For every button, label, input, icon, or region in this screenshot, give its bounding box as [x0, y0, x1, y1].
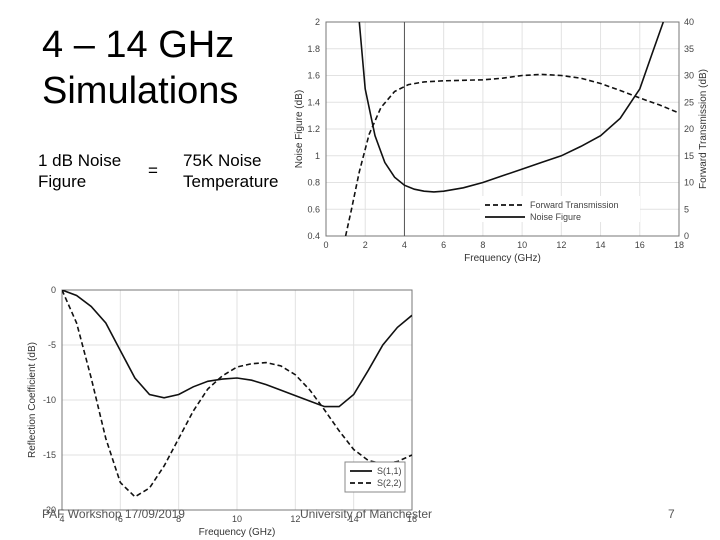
nf-legend-label: Noise Figure — [530, 212, 581, 222]
nf-y-tick-label: 0.6 — [307, 204, 320, 214]
rc-x-tick-label: 10 — [232, 514, 242, 524]
nf-y2-tick-label: 35 — [684, 44, 694, 54]
slide-title: 4 – 14 GHz Simulations — [42, 22, 292, 114]
rc-x-tick-label: 14 — [349, 514, 359, 524]
rc-legend-label: S(2,2) — [377, 478, 402, 488]
equivalence-left-line1: 1 dB Noise — [38, 151, 122, 170]
rc-x-tick-label: 6 — [118, 514, 123, 524]
rc-series-s-1-1- — [62, 290, 412, 408]
nf-x-tick-label: 8 — [480, 240, 485, 250]
equivalence-left: 1 dB Noise Figure — [38, 150, 148, 192]
nf-x-tick-label: 6 — [441, 240, 446, 250]
rc-plot-border — [61, 289, 413, 511]
nf-x-tick-label: 4 — [402, 240, 407, 250]
rc-legend-label: S(1,1) — [377, 466, 402, 476]
nf-chart: 0 2 4 6 8 10 12 14 16 180.40.60.811.21.41.61.8205… — [294, 17, 709, 264]
equivalence-left-line2: Figure — [38, 172, 87, 191]
rc-y-tick-label: -15 — [43, 450, 56, 460]
slide-title-line1: 4 – 14 GHz — [42, 24, 235, 66]
nf-y2-tick-label: 20 — [684, 124, 694, 134]
rc-chart: 4 6 8 10 12 14 16 0 -5 -10 -15 -20 Frequency (GHz) Re… — [27, 285, 417, 538]
nf-y-tick-label: 2 — [315, 17, 320, 27]
nf-x-tick-label: 12 — [556, 240, 566, 250]
nf-y2-tick-label: 30 — [684, 71, 694, 81]
rc-x-axis-label: Frequency (GHz) — [199, 527, 276, 538]
rc-legend — [344, 461, 406, 493]
nf-legend-label: Forward Transmission — [530, 200, 619, 210]
nf-y-tick-label: 1 — [315, 151, 320, 161]
nf-y2-tick-label: 0 — [684, 231, 689, 241]
rc-series-s-2-2- — [62, 290, 412, 498]
nf-y-tick-label: 1.2 — [307, 124, 320, 134]
nf-y2-tick-label: 5 — [684, 204, 689, 214]
nf-y-tick-label: 1.6 — [307, 71, 320, 81]
nf-x-tick-label: 10 — [517, 240, 527, 250]
nf-y-axis-label: Noise Figure (dB) — [294, 90, 305, 168]
rc-y-tick-label: -5 — [48, 340, 56, 350]
rc-x-tick-label: 12 — [290, 514, 300, 524]
nf-x-axis-label: Frequency (GHz) — [464, 253, 541, 264]
equivalence-sign: = — [148, 161, 158, 180]
rc-y-tick-label: -20 — [43, 505, 56, 515]
nf-y2-axis-label: Forward Transmission (dB) — [698, 69, 709, 189]
nf-x-tick-label: 18 — [674, 240, 684, 250]
rc-y-tick-label: 0 — [51, 285, 56, 295]
nf-plot-border — [325, 21, 680, 237]
equivalence-right: 75K Noise Temperature — [183, 150, 303, 192]
rc-x-tick-label: 8 — [176, 514, 181, 524]
footer-workshop: PAF Workshop 17/09/2019 — [42, 507, 185, 521]
rc-y-tick-label: -10 — [43, 395, 56, 405]
nf-y2-tick-label: 40 — [684, 17, 694, 27]
nf-series-noise-figure — [358, 22, 665, 193]
slide-title-line2: Simulations — [42, 70, 239, 112]
nf-y-tick-label: 0.4 — [307, 231, 320, 241]
nf-x-tick-label: 16 — [635, 240, 645, 250]
nf-y2-tick-label: 10 — [684, 178, 694, 188]
nf-y2-tick-label: 25 — [684, 97, 694, 107]
nf-x-tick-label: 0 — [323, 240, 328, 250]
nf-x-tick-label: 2 — [363, 240, 368, 250]
rc-x-tick-label: 16 — [407, 514, 417, 524]
page-number: 7 — [668, 507, 675, 521]
rc-x-tick-label: 4 — [59, 514, 64, 524]
nf-y2-tick-label: 15 — [684, 151, 694, 161]
nf-x-tick-label: 14 — [596, 240, 606, 250]
footer-university: University of Manchester — [300, 507, 433, 521]
equivalence-right-line1: 75K Noise — [183, 151, 262, 170]
nf-y-tick-label: 1.4 — [307, 97, 320, 107]
rc-y-axis-label: Reflection Coefficient (dB) — [27, 342, 38, 458]
nf-y-tick-label: 1.8 — [307, 44, 320, 54]
nf-y-tick-label: 0.8 — [307, 178, 320, 188]
equivalence-right-line2: Temperature — [183, 172, 279, 191]
